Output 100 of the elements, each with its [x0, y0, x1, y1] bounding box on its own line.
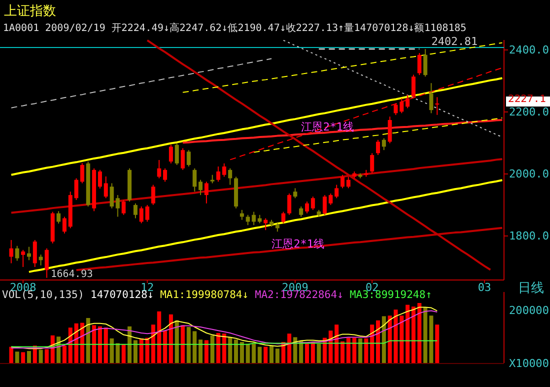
candlestick: [394, 102, 398, 116]
candlestick: [98, 169, 102, 190]
candlestick: [264, 218, 268, 231]
candlestick: [406, 94, 410, 109]
text: 日线: [518, 281, 544, 296]
bar: [44, 349, 49, 363]
candlestick: [423, 48, 428, 78]
candlestick: [180, 148, 185, 170]
y-tick-label: 1800.0: [509, 229, 549, 242]
bar: [406, 304, 410, 363]
line-series: [10, 58, 272, 108]
candlestick: [376, 139, 380, 156]
candlestick: [388, 116, 392, 144]
bar: [340, 341, 345, 363]
bar: [417, 303, 422, 363]
candlestick: [32, 240, 37, 268]
candlestick: [192, 168, 197, 192]
y-tick-label: 2200.0: [509, 105, 549, 118]
bar: [270, 346, 274, 363]
candlestick: [228, 168, 232, 186]
candlestick: [370, 152, 374, 174]
bar: [382, 316, 386, 363]
candlestick: [9, 240, 14, 264]
bar: [192, 331, 197, 363]
line-series: [230, 67, 503, 160]
bar: [264, 346, 268, 363]
bar: [86, 318, 90, 363]
bar: [435, 324, 440, 363]
bar: [122, 344, 126, 363]
candlestick: [204, 181, 208, 204]
bar: [104, 328, 108, 363]
annotation: 1664.93: [50, 268, 93, 280]
bar: [174, 320, 179, 363]
candlestick: [174, 142, 179, 166]
bar: [68, 328, 72, 363]
candlestick: [44, 248, 49, 278]
candlestick: [122, 200, 126, 216]
bar: [198, 340, 203, 363]
candlestick: [163, 168, 168, 182]
bar: [186, 327, 191, 363]
bar: [370, 324, 374, 363]
bar: [139, 338, 144, 363]
line-series: [182, 119, 504, 144]
candlestick: [15, 245, 20, 262]
bar: [400, 316, 404, 363]
candlestick: [246, 214, 250, 226]
bar: [9, 346, 14, 363]
text: X10000: [509, 357, 549, 370]
candlestick: [62, 216, 66, 234]
bar: [204, 340, 208, 363]
candlestick: [145, 204, 150, 222]
bar: [316, 344, 321, 363]
candlestick: [157, 160, 162, 179]
bar: [234, 340, 238, 363]
bar: [352, 338, 356, 363]
bar: [299, 340, 304, 363]
text: 2227.1: [508, 94, 546, 106]
candlestick: [346, 176, 350, 189]
bar: [62, 346, 66, 363]
candlestick: [299, 206, 304, 218]
text: MA1:199980784↓: [160, 289, 255, 301]
bar: [168, 314, 173, 363]
bar: [346, 338, 350, 363]
candlestick: [429, 82, 434, 114]
candlestick: [38, 254, 43, 266]
candlestick: [56, 210, 61, 224]
candlestick: [411, 74, 416, 99]
y-tick-label: 2000.0: [509, 167, 549, 180]
candlestick: [21, 249, 26, 268]
candlestick: [168, 144, 173, 164]
bar: [21, 352, 26, 363]
bar: [133, 340, 138, 363]
bar: [92, 325, 96, 363]
bar: [163, 330, 168, 363]
bar: [364, 338, 368, 363]
bar: [358, 338, 362, 363]
candlestick: [435, 96, 440, 116]
candlestick: [133, 202, 138, 219]
candlestick: [139, 206, 144, 224]
bar: [26, 351, 31, 363]
bar: [246, 344, 250, 363]
bar: [180, 325, 185, 363]
candlestick: [340, 174, 345, 189]
bar: [310, 342, 315, 363]
bar: [210, 335, 214, 363]
bar: [157, 311, 162, 363]
line-series: [253, 117, 503, 153]
candlestick: [151, 184, 156, 206]
candlestick: [334, 184, 339, 199]
candlestick: [104, 176, 108, 199]
candlestick: [287, 192, 292, 216]
bar: [128, 326, 132, 363]
text: 200000: [509, 304, 549, 317]
bar: [240, 342, 244, 363]
candlestick: [400, 98, 404, 114]
candlestick: [281, 211, 286, 224]
chart-subtitle: 1A0001 2009/02/19 开2224.49↓高2247.62↓低2190.47↓收2227.13↑量147070128↓额1108185: [3, 22, 466, 34]
candlestick: [186, 150, 191, 168]
x-tick-label: 03: [478, 281, 492, 294]
candlestick: [293, 188, 298, 199]
